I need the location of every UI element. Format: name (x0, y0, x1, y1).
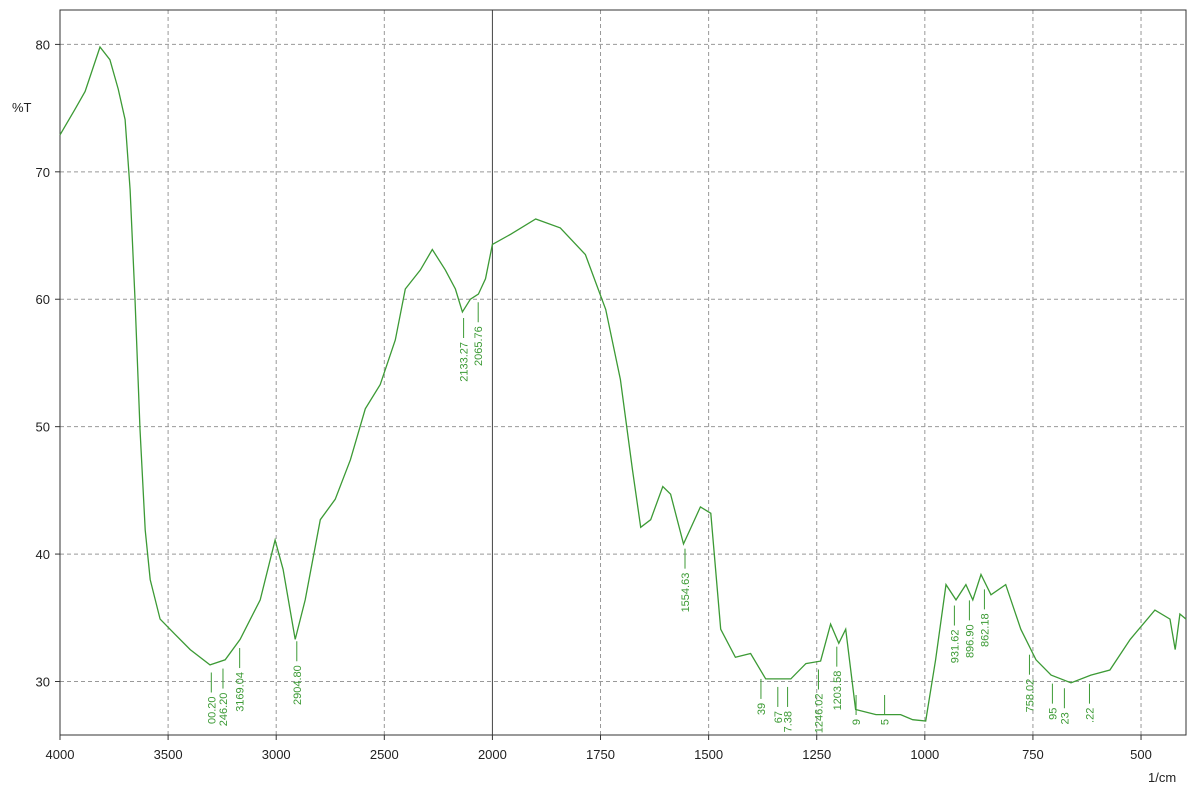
y-tick-label: 70 (36, 165, 50, 180)
x-tick-label: 750 (1022, 747, 1044, 762)
peak-label: 95 (1047, 708, 1059, 720)
peak-label: 758.02 (1024, 679, 1036, 713)
peak-label: 896.90 (964, 624, 976, 658)
peak-label: 862.18 (979, 613, 991, 647)
peak-label: 3169.04 (235, 672, 247, 712)
y-axis-label: %T (12, 100, 32, 115)
y-tick-label: 80 (36, 37, 50, 52)
peak-label: 1246.02 (813, 693, 825, 733)
peak-label: 1554.63 (680, 573, 692, 613)
x-axis-label: 1/cm (1148, 770, 1176, 785)
spectrum-line (59, 45, 1187, 722)
x-tick-label: 4000 (46, 747, 75, 762)
x-tick-label: 2500 (370, 747, 399, 762)
x-tick-label: 3500 (154, 747, 183, 762)
peak-label: 39 (756, 703, 768, 715)
x-tick-label: 1750 (586, 747, 615, 762)
x-tick-label: 500 (1130, 747, 1152, 762)
x-tick-label: 1500 (694, 747, 723, 762)
x-tick-label: 1000 (910, 747, 939, 762)
peak-label: 2065.76 (473, 326, 485, 366)
x-tick-label: 2000 (478, 747, 507, 762)
x-tick-label: 1250 (802, 747, 831, 762)
peak-label: 246.20 (218, 693, 230, 727)
peak-label: 2904.80 (292, 665, 304, 705)
peak-label: 5 (880, 719, 892, 725)
peak-label: 7.38 (783, 711, 795, 732)
peak-label: 2133.27 (459, 342, 471, 382)
peak-label: 1203.58 (832, 671, 844, 711)
y-tick-label: 60 (36, 292, 50, 307)
peak-label: 23 (1059, 712, 1071, 724)
y-tick-label: 40 (36, 547, 50, 562)
peak-label: 00.20 (206, 696, 218, 724)
peak-label: .22 (1084, 708, 1096, 723)
peak-label: 67 (773, 711, 785, 723)
y-tick-label: 50 (36, 420, 50, 435)
x-tick-label: 3000 (262, 747, 291, 762)
peak-label: 931.62 (949, 630, 961, 664)
peak-label: 9 (851, 719, 863, 725)
y-tick-label: 30 (36, 674, 50, 689)
plot-frame (59, 9, 1187, 736)
